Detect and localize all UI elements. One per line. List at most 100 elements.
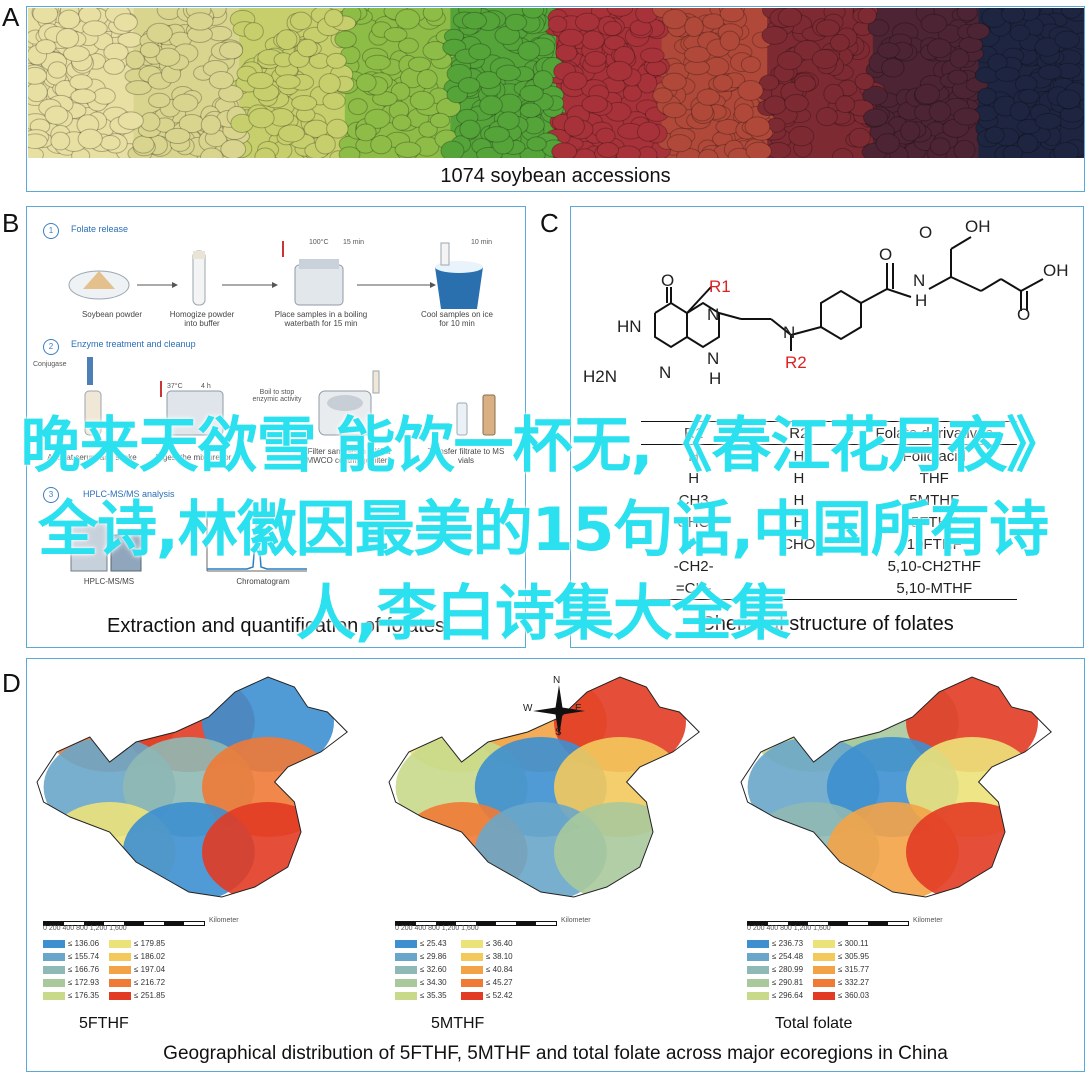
soybean-seed — [815, 107, 838, 127]
soybean-seed — [573, 148, 597, 158]
table-cell: H — [688, 469, 700, 487]
soybean-seed — [139, 42, 161, 59]
step1-label-1: Soybean powder — [81, 310, 143, 319]
ice-bucket-icon — [435, 267, 483, 309]
soybean-seed — [148, 92, 171, 109]
table-header-cell: R1 — [684, 424, 704, 442]
soybean-seed — [956, 8, 978, 22]
soybean-seed — [875, 133, 901, 154]
legend-label: ≤ 136.06 — [68, 939, 100, 948]
step1-time: 15 min — [343, 239, 365, 246]
step3-number: 3 — [43, 487, 59, 503]
legend-item: ≤ 34.30 — [395, 978, 447, 987]
soybean-seed — [254, 147, 276, 158]
soybean-seed — [696, 88, 721, 106]
soybean-seed — [1016, 133, 1039, 154]
legend-swatch — [813, 939, 835, 948]
soybean-seed — [28, 133, 48, 150]
legend-label: ≤ 332.27 — [838, 978, 870, 987]
soybean-seed — [219, 41, 244, 60]
atom-h2n: H2N — [583, 367, 618, 386]
legend-item: ≤ 155.74 — [43, 952, 99, 961]
table-cell: H — [793, 513, 805, 531]
legend-swatch — [395, 991, 417, 1000]
hplc-ms-icon — [70, 520, 108, 572]
chromatogram-icon — [207, 514, 307, 570]
table-cell: Folic acid — [902, 447, 966, 465]
step1-number: 1 — [43, 223, 59, 239]
atom-n-linker: N — [783, 323, 796, 342]
soybean-seed — [558, 28, 584, 47]
step2-temp: 37°C — [167, 383, 183, 390]
soybean-seed — [243, 22, 264, 41]
soybean-seed — [684, 16, 704, 38]
soybean-seed — [744, 116, 771, 137]
soybean-seed — [719, 8, 745, 23]
soybean-seed — [745, 141, 772, 158]
soybean-seed — [661, 72, 687, 91]
soybean-seed — [584, 50, 607, 67]
table-cell: 10FTHF — [906, 535, 962, 553]
soybean-seed — [483, 126, 510, 143]
soybean-seed — [645, 60, 668, 77]
panel-c: OH OH O O O O N H HN N N N H N H2N R1 R2… — [570, 206, 1084, 648]
legend-label: ≤ 300.11 — [838, 939, 869, 948]
soybean-seed — [1034, 112, 1062, 130]
legend-label: ≤ 360.03 — [838, 991, 870, 1000]
soybean-seed — [712, 74, 734, 92]
soybean-seed — [563, 115, 585, 137]
soybean-seed — [220, 139, 247, 158]
soybean-seed — [186, 12, 214, 31]
soybean-seed — [835, 95, 856, 114]
soybean-seed — [815, 19, 841, 37]
map-region — [554, 802, 686, 897]
soybean-seed — [1009, 24, 1031, 42]
soybean-seed — [326, 118, 349, 139]
panel-a-letter: A — [2, 2, 20, 32]
legend-item: ≤ 25.43 — [395, 939, 447, 948]
soybean-seed — [172, 93, 199, 113]
soybean-seed — [479, 95, 503, 116]
soybean-seed — [334, 30, 357, 49]
legend-swatch — [109, 978, 131, 987]
soybean-seed — [1018, 88, 1040, 104]
soybean-seed — [82, 20, 108, 37]
step2-illustration — [84, 357, 496, 436]
step3-label-1: HPLC-MS/MS — [83, 577, 135, 586]
soybean-seed — [914, 83, 941, 105]
soybean-seed — [740, 56, 761, 74]
legend-label: ≤ 179.85 — [134, 939, 166, 948]
legend-item: ≤ 300.11 — [813, 939, 869, 948]
legend-label: ≤ 29.86 — [420, 952, 447, 961]
soybean-seed — [44, 105, 69, 125]
soybean-seed — [347, 98, 368, 116]
soybean-seed — [854, 72, 875, 91]
soybean-seed — [526, 136, 547, 152]
soybean-seed — [733, 103, 754, 123]
soybean-seed — [1002, 144, 1023, 158]
legend-item: ≤ 296.64 — [747, 991, 803, 1000]
soybean-seed — [324, 8, 344, 28]
soybean-seed — [758, 74, 780, 91]
step1-label-2: Homogize powder into buffer — [169, 310, 235, 328]
atom-n-ring-1: N — [707, 305, 720, 324]
map-region — [202, 802, 334, 897]
table-cell: 5,10-MTHF — [896, 579, 973, 597]
table-row: H CHO 10FTHF — [641, 533, 1017, 555]
soybean-seed — [977, 87, 997, 106]
legend-item: ≤ 332.27 — [813, 978, 869, 987]
legend-swatch — [395, 978, 417, 987]
legend-swatch — [747, 991, 769, 1000]
legend-item: ≤ 52.42 — [461, 991, 513, 1000]
legend-label: ≤ 32.60 — [420, 965, 447, 974]
panel-b: 1 Folate release 100°C 15 min 10 min Soy… — [26, 206, 526, 648]
step1-temp: 100°C — [309, 239, 329, 246]
soybean-seed — [69, 74, 93, 91]
soybean-seed — [99, 134, 121, 151]
soybean-seed — [698, 148, 719, 158]
soybean-seed — [863, 108, 889, 127]
legend-swatch — [43, 978, 65, 987]
scale-bar — [43, 921, 205, 926]
soybean-seed — [862, 85, 888, 106]
soybean-seed — [164, 127, 191, 145]
